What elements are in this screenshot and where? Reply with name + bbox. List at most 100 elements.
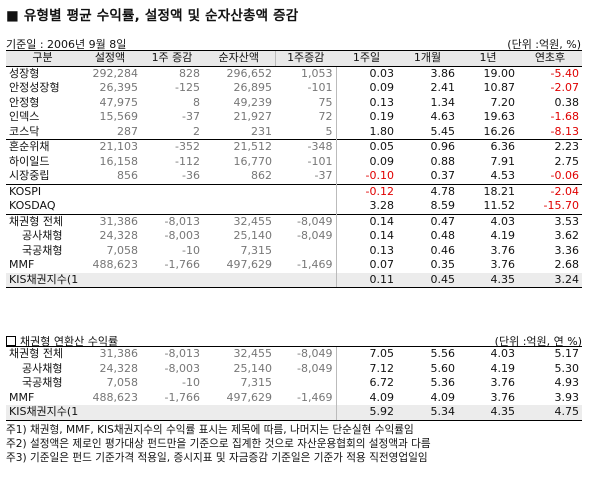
table-cell: 2.68 <box>554 258 580 271</box>
footnote: 주1) 채권형, MMF, KIS채권지수의 수익률 표시는 제목에 따름, 나… <box>6 424 414 436</box>
table-cell: 296,652 <box>226 66 273 80</box>
table-cell: -0.10 <box>335 169 397 184</box>
table-cell: 24,328 <box>99 361 139 375</box>
table-cell: 7,315 <box>240 243 273 257</box>
table-cell: -10 <box>182 243 200 257</box>
table-cell: 7,058 <box>106 376 139 389</box>
table-cell: 287 <box>117 124 138 138</box>
column-header: 연초후 <box>518 50 582 67</box>
table-cell: 0.46 <box>430 243 456 257</box>
table-cell: -1.68 <box>550 110 579 123</box>
table-cell: 18.21 <box>458 183 518 199</box>
table-cell: 231 <box>251 124 272 138</box>
table-cell <box>79 272 141 288</box>
table-cell: 4.09 <box>430 390 456 404</box>
table-cell: 5.17 <box>518 346 582 362</box>
column-header: 1주증감 <box>274 50 336 67</box>
table-cell: -5.40 <box>550 66 579 80</box>
table-cell: 8.59 <box>430 199 456 212</box>
table-cell: 4.35 <box>458 405 518 421</box>
table-cell <box>79 183 141 199</box>
row-label: 국공채형 <box>22 243 63 257</box>
row-label: 시장중립 <box>9 169 50 182</box>
table-cell: 4.78 <box>397 183 458 199</box>
row-label: KIS채권지수(1년종합) <box>6 405 79 421</box>
table-row: 혼순위채 21,103 -352 21,512 -348 0.05 0.96 6.36 2.23 <box>6 139 582 155</box>
table-cell: 25,140 <box>233 361 273 375</box>
table-cell: -348 <box>275 139 336 155</box>
row-label: 공사채형 <box>22 361 63 375</box>
table-cell: 47,975 <box>99 95 139 109</box>
table-row: KOSDAQ 3.28 8.59 11.52 -15.70 <box>6 199 582 214</box>
table-cell: -8,049 <box>297 229 333 242</box>
table-cell: 3.93 <box>554 390 580 404</box>
table-row: 안정성장형 26,395 -125 26,895 -101 0.09 2.41 10.87 -2… <box>6 81 582 96</box>
row-label: 혼순위채 <box>6 139 79 155</box>
table-cell: 7.91 <box>490 154 516 168</box>
table-cell: 49,239 <box>233 95 273 109</box>
table-cell: -37 <box>314 169 333 182</box>
table-cell: 0.14 <box>335 213 397 229</box>
table-cell <box>275 183 336 199</box>
table-cell: 7.12 <box>335 361 397 376</box>
table-cell: 24,328 <box>99 229 139 242</box>
unit-label: (단위 :억원, %) <box>507 38 581 51</box>
table-cell: 3.76 <box>490 390 516 404</box>
table-cell: 3.76 <box>490 376 516 389</box>
table-cell: 3.76 <box>490 243 516 257</box>
table-cell: 0.09 <box>335 81 397 96</box>
table-cell: -10 <box>182 376 200 389</box>
table-cell: -352 <box>141 139 203 155</box>
table-cell: 31,386 <box>79 346 141 362</box>
table-cell: 5 <box>325 124 333 138</box>
table-cell: -0.12 <box>335 183 397 199</box>
table-cell: 0.48 <box>430 229 456 242</box>
table-cell: 25,140 <box>233 229 273 242</box>
table-row: 하이일드 16,158 -112 16,770 -101 0.09 0.88 7.91 2.75 <box>6 154 582 169</box>
table-cell: 0.03 <box>335 66 397 81</box>
column-header: 1주일 <box>336 50 397 67</box>
table-row: MMF 488,623 -1,766 497,629 -1,469 0.07 0.35 3.7… <box>6 258 582 273</box>
section2-unit: (단위 :억원, 연 %) <box>494 335 582 348</box>
table-cell: 2 <box>193 124 200 138</box>
table-cell: -15.70 <box>543 199 579 212</box>
column-header: 구분 <box>6 50 79 67</box>
table-cell <box>141 272 203 288</box>
table-cell <box>203 272 275 288</box>
table-cell: 4.35 <box>458 272 518 288</box>
table-cell: 3.62 <box>554 229 580 242</box>
table-cell: 0.47 <box>397 213 458 229</box>
table-cell: 0.88 <box>430 154 456 168</box>
table-cell: -125 <box>175 81 200 94</box>
table-row: 시장중립 856 -36 862 -37 -0.10 0.37 4.53 -0.06 <box>6 169 582 184</box>
table-cell: 4.19 <box>490 229 516 242</box>
table-cell <box>275 376 336 391</box>
table-row: KIS채권지수(1년종합) 0.110.454.353.24 <box>6 272 582 288</box>
table-cell: 3.76 <box>490 258 516 271</box>
header-row: 구분 설정액 1주 증감 순자산액 1주증감 1주일 1개월 1년 연초후 <box>6 50 582 67</box>
table-cell: 4.53 <box>490 169 516 182</box>
table-cell: -2.07 <box>550 81 579 94</box>
table-cell: 10.87 <box>483 81 516 94</box>
table-cell: 72 <box>318 110 333 123</box>
row-label: 성장형 <box>9 66 40 80</box>
footnotes: 주1) 채권형, MMF, KIS채권지수의 수익률 표시는 제목에 따름, 나… <box>6 423 431 465</box>
table-cell: 31,386 <box>79 213 141 229</box>
table-cell: 32,455 <box>203 346 275 362</box>
table-cell: 8 <box>193 95 200 109</box>
row-label: 하이일드 <box>9 154 50 168</box>
table-cell: 5.45 <box>430 124 456 138</box>
row-label: 채권형 전체 <box>6 213 79 229</box>
table-cell <box>141 405 203 421</box>
table-cell: 5.34 <box>397 405 458 421</box>
page-title: ■ 유형별 평균 수익률, 설정액 및 순자산총액 증감 <box>6 8 299 24</box>
table-row: 성장형 292,284 828 296,652 1,053 0.03 3.86 19.00 -5… <box>6 66 582 81</box>
column-header: 1년 <box>458 50 518 67</box>
column-header: 설정액 <box>79 50 141 67</box>
table-row: KOSPI -0.12 4.78 18.21 -2.04 <box>6 183 582 199</box>
table-cell: 7,315 <box>240 376 273 389</box>
returns-table: 구분 설정액 1주 증감 순자산액 1주증감 1주일 1개월 1년 연초후 성장형 292,284 8… <box>6 50 582 288</box>
table-cell <box>275 199 336 214</box>
table-cell: 15,569 <box>99 110 139 123</box>
table-cell <box>203 405 275 421</box>
